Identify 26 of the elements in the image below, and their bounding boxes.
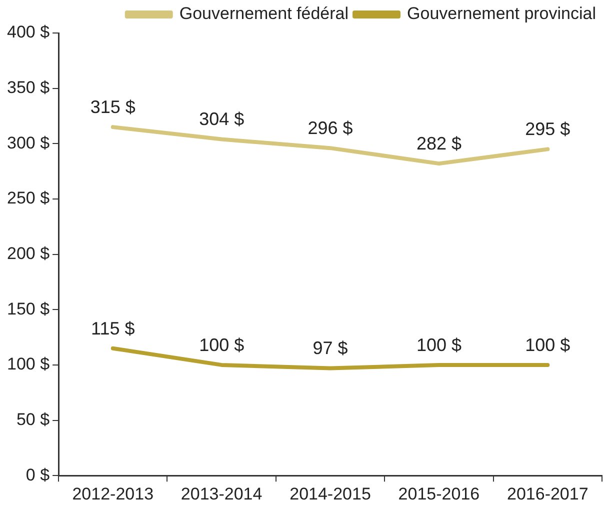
legend-label: Gouvernement provincial (407, 4, 596, 24)
data-label: 100 $ (416, 334, 462, 355)
data-label: 295 $ (525, 119, 570, 140)
y-tick-label: 400 $ (6, 22, 50, 42)
data-label: 304 $ (199, 109, 244, 130)
data-label: 315 $ (90, 97, 136, 118)
data-label: 97 $ (312, 338, 348, 358)
data-label: 296 $ (308, 118, 353, 138)
x-tick-label: 2016-2017 (507, 484, 588, 504)
x-tick-label: 2012-2013 (72, 484, 154, 504)
x-tick-label: 2014-2015 (290, 484, 371, 504)
x-tick-label: 2013-2014 (180, 484, 262, 504)
y-tick-label: 50 $ (16, 410, 50, 429)
data-label: 115 $ (91, 318, 135, 338)
data-label: 100 $ (525, 334, 570, 355)
y-tick-label: 100 $ (6, 354, 50, 374)
y-tick-label: 200 $ (6, 244, 50, 263)
y-tick-label: 0 $ (26, 465, 50, 484)
data-label: 100 $ (199, 334, 244, 355)
y-tick-label: 300 $ (6, 133, 50, 152)
y-tick-label: 350 $ (6, 78, 50, 98)
y-tick-label: 150 $ (6, 299, 50, 318)
x-tick-label: 2015-2016 (398, 484, 480, 504)
legend-label: Gouvernement fédéral (179, 4, 349, 24)
y-tick-label: 250 $ (6, 188, 50, 208)
data-label: 282 $ (416, 134, 462, 154)
